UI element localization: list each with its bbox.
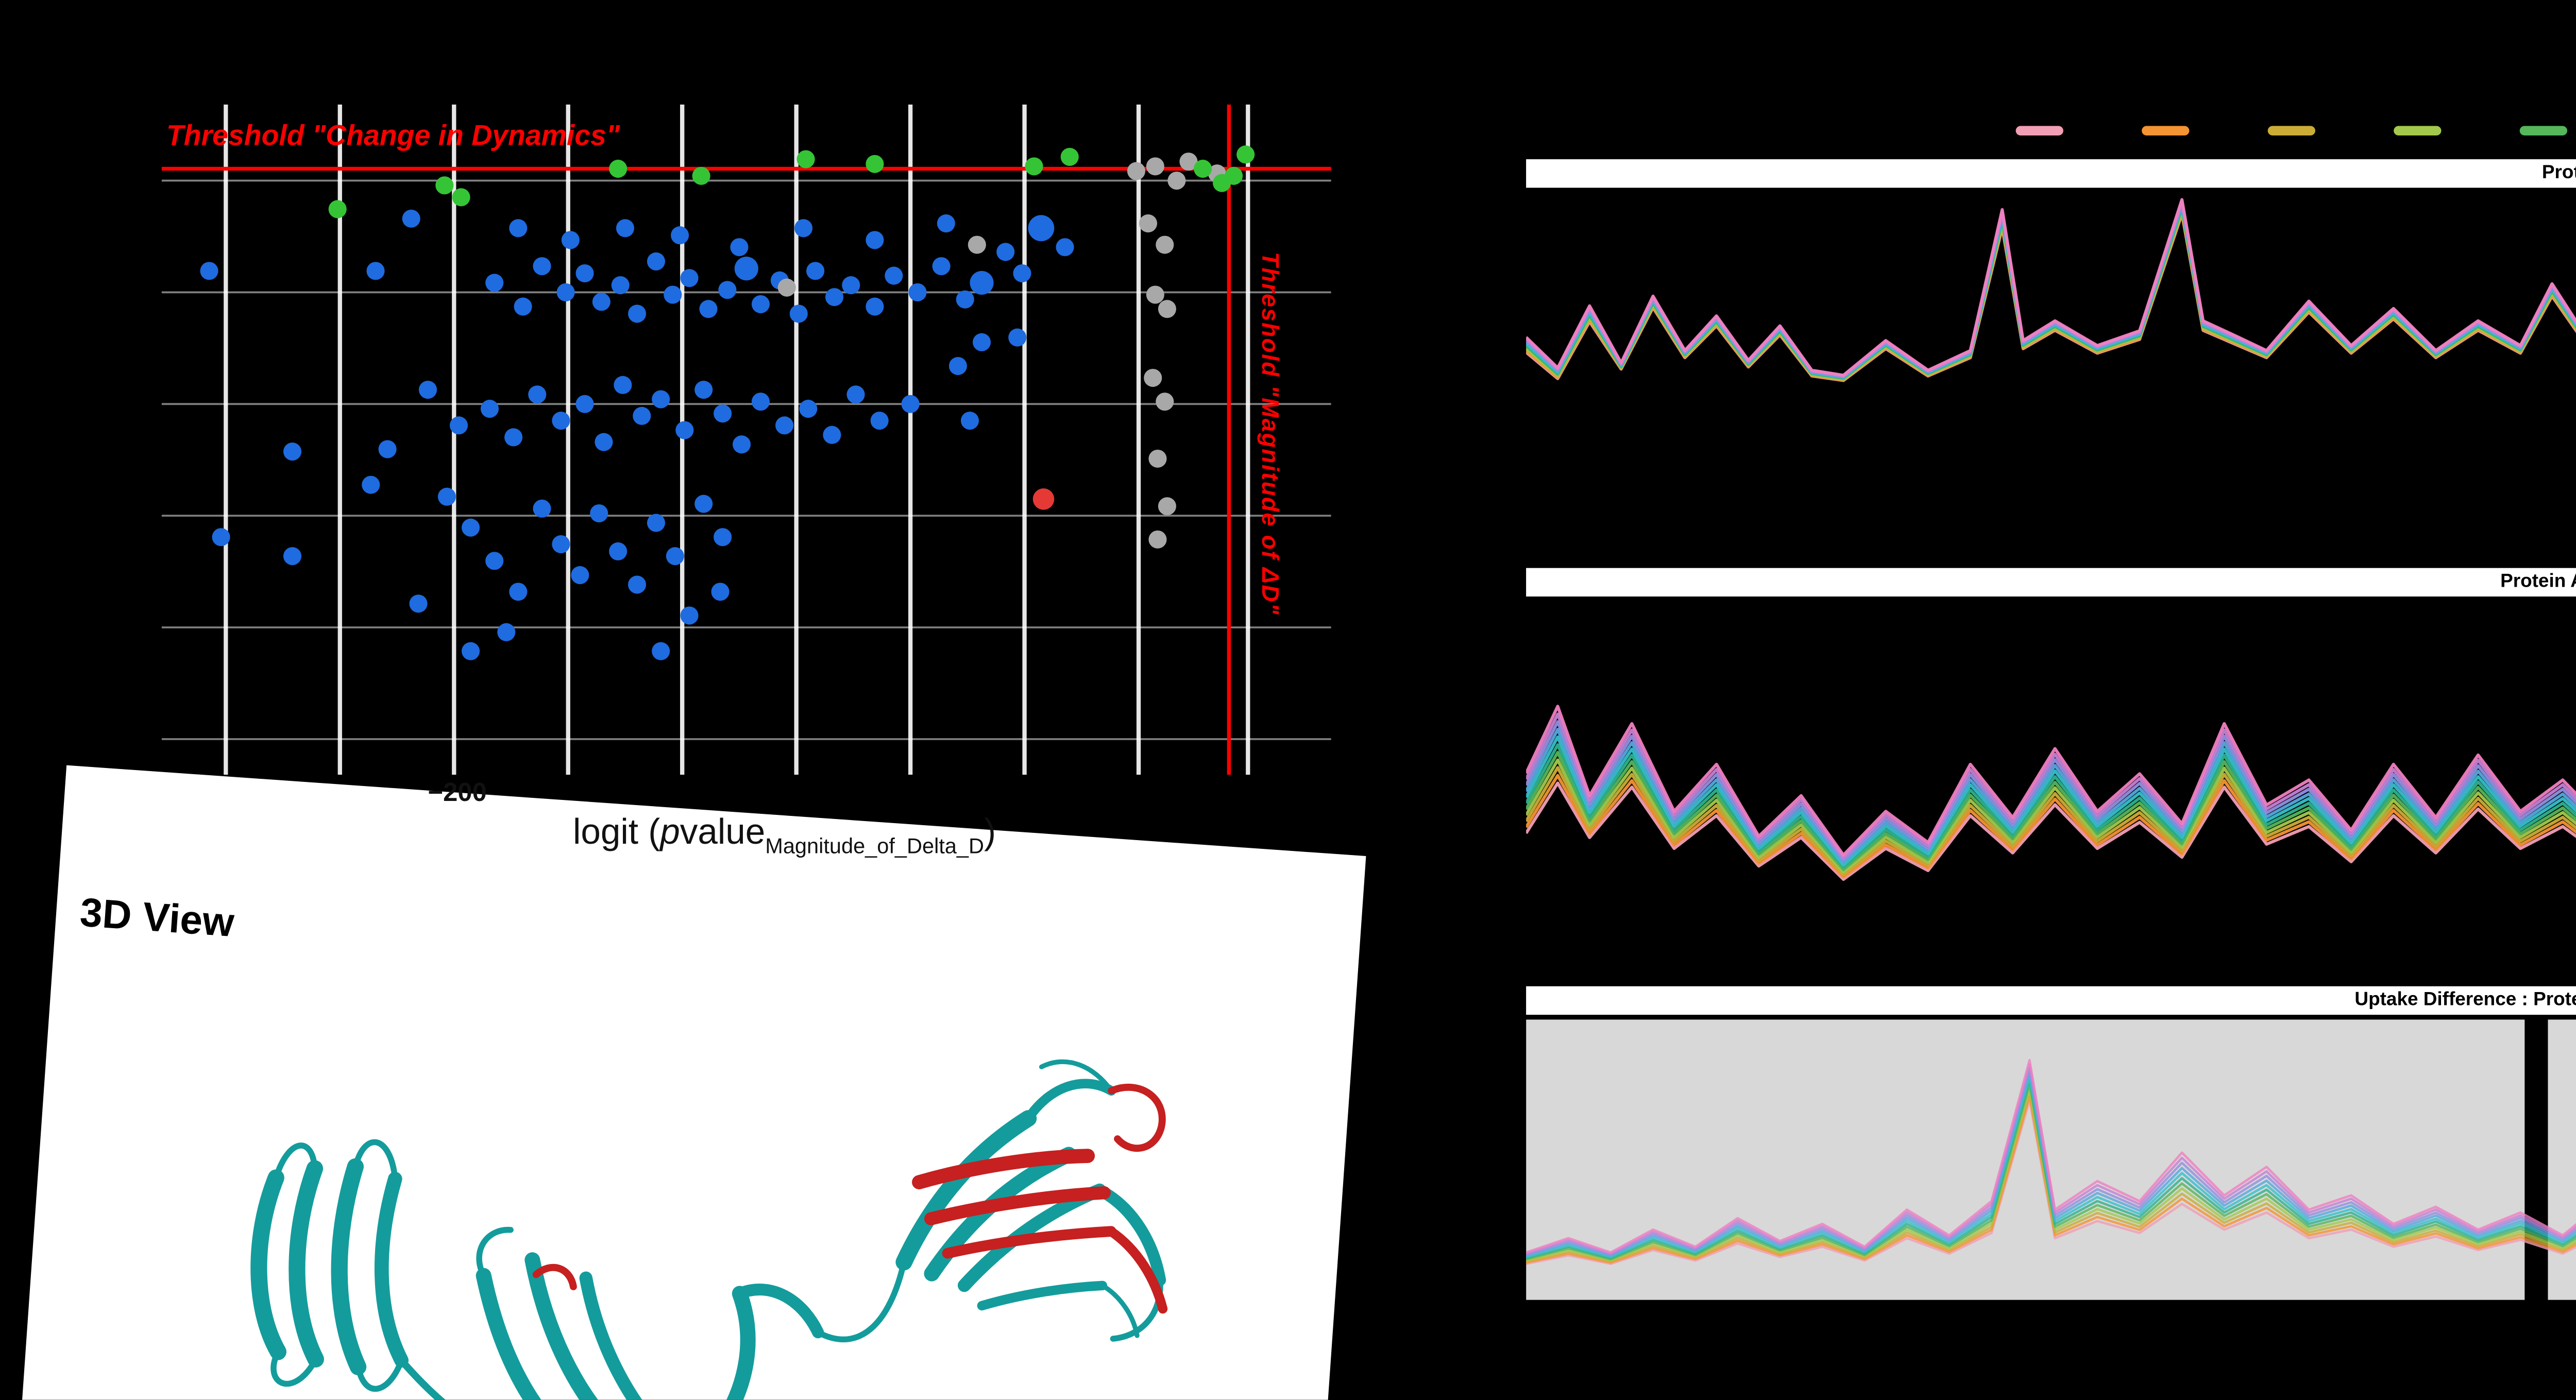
volcano-plot[interactable]: Threshold "Change in Dynamics" Threshold…: [161, 105, 1331, 775]
panel-title-protein-a-ligand: Protein A + Ligand: [1526, 568, 2576, 597]
line-chart-c[interactable]: [1526, 1019, 2576, 1300]
threshold-dynamics-label: Threshold "Change in Dynamics": [166, 118, 620, 152]
panel-title-protein-a: Protein A: [1526, 159, 2576, 188]
line-chart-a[interactable]: [1526, 195, 2576, 551]
legend-dash-3[interactable]: [2394, 126, 2442, 135]
3d-view-card: 3D View: [18, 765, 1366, 1400]
volcano-x-axis-title: logit (pvalueMagnitude_of_Delta_D): [573, 812, 996, 858]
legend-dash-2[interactable]: [2267, 126, 2315, 135]
threshold-magnitude-label: Threshold "Magnitude of ΔD": [1255, 252, 1281, 616]
volcano-x-tick: −200: [428, 779, 487, 808]
series-legend[interactable]: [2015, 126, 2576, 135]
legend-dash-0[interactable]: [2015, 126, 2063, 135]
panel-title-uptake-difference: Uptake Difference : Protein A - (Protein…: [1526, 986, 2576, 1015]
legend-dash-4[interactable]: [2519, 126, 2568, 135]
legend-dash-1[interactable]: [2142, 126, 2190, 135]
protein-structure[interactable]: [114, 943, 1287, 1400]
3d-view-title: 3D View: [78, 890, 236, 946]
volcano-svg[interactable]: [161, 105, 1331, 775]
line-chart-b[interactable]: [1526, 604, 2576, 960]
